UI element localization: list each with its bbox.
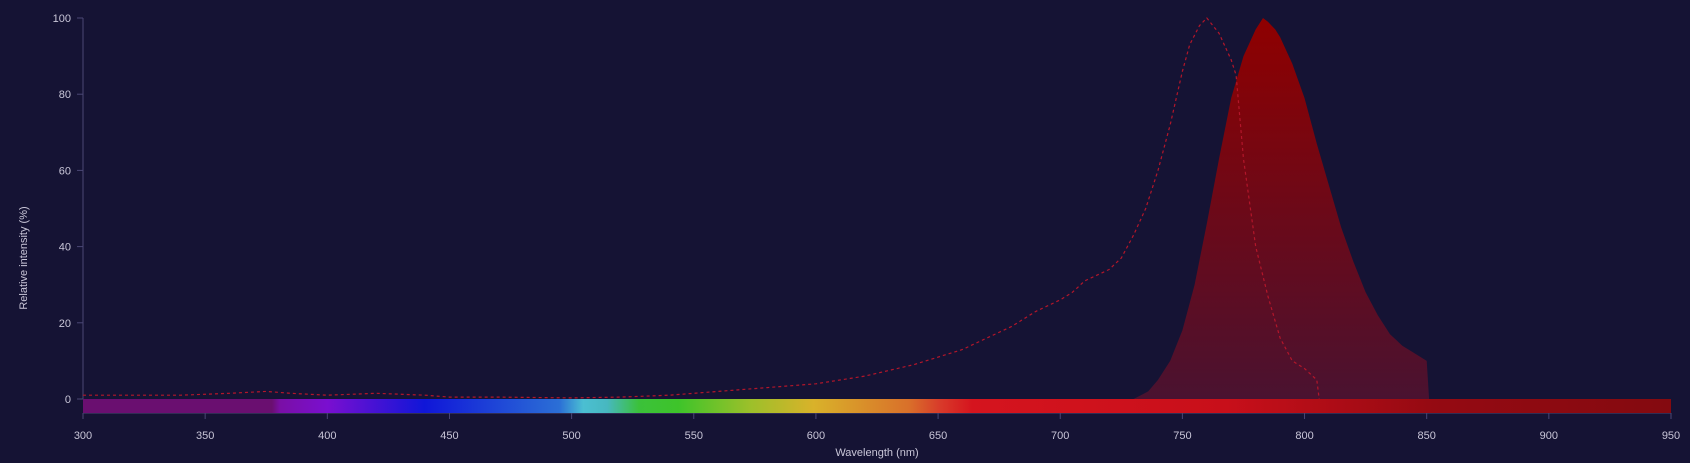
x-tick-label: 850 xyxy=(1418,430,1436,442)
axes xyxy=(82,18,1671,414)
x-tick-label: 700 xyxy=(1051,430,1069,442)
y-ticks: 0 20 40 60 80 100 xyxy=(53,13,83,406)
x-tick-label: 600 xyxy=(807,430,825,442)
x-axis-title: Wavelength (nm) xyxy=(835,447,918,459)
x-tick-label: 800 xyxy=(1295,430,1313,442)
x-tick-label: 500 xyxy=(562,430,580,442)
y-tick-label: 60 xyxy=(59,165,71,177)
x-tick-label: 550 xyxy=(685,430,703,442)
y-tick-label: 40 xyxy=(59,242,71,254)
excitation-line xyxy=(83,17,1320,400)
excitation-series xyxy=(83,17,1320,400)
y-axis-title: Relative intensity (%) xyxy=(18,206,30,309)
wavelength-color-bar xyxy=(83,399,1671,413)
x-tick-label: 350 xyxy=(196,430,214,442)
y-tick-label: 80 xyxy=(59,89,71,101)
x-tick-label: 400 xyxy=(318,430,336,442)
x-tick-label: 300 xyxy=(74,430,92,442)
emission-series xyxy=(1133,18,1430,399)
x-tick-label: 450 xyxy=(440,430,458,442)
x-tick-label: 650 xyxy=(929,430,947,442)
x-tick-label: 950 xyxy=(1662,430,1680,442)
y-tick-label: 20 xyxy=(59,318,71,330)
x-ticks: 300 350 400 450 500 550 600 650 700 750 800 850 900 9… xyxy=(74,413,1680,442)
x-tick-label: 900 xyxy=(1540,430,1558,442)
emission-area xyxy=(1133,18,1430,399)
y-tick-label: 100 xyxy=(53,13,71,25)
x-tick-label: 750 xyxy=(1173,430,1191,442)
y-tick-label: 0 xyxy=(65,394,71,406)
